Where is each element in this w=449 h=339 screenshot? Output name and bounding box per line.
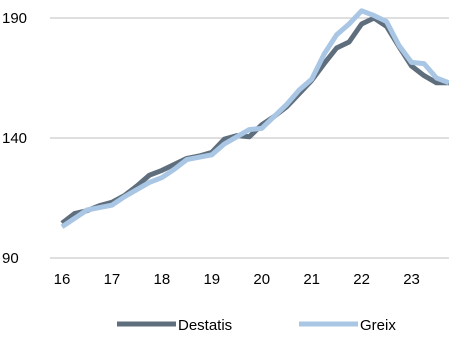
- legend-label-destatis: Destatis: [178, 317, 232, 334]
- x-axis-tick-labels: 16 17 18 19 20 21 22 23: [54, 271, 420, 288]
- y-axis-tick-labels: 90 140 190: [2, 10, 27, 267]
- x-tick-label: 21: [303, 271, 320, 288]
- y-tick-label: 90: [2, 250, 19, 267]
- series-line-destatis: [60, 15, 449, 226]
- x-tick-label: 16: [54, 271, 71, 288]
- series-lines: [60, 8, 449, 229]
- x-tick-label: 17: [104, 271, 121, 288]
- legend-label-greix: Greix: [360, 317, 396, 334]
- x-tick-label: 20: [253, 271, 270, 288]
- legend: Destatis Greix: [117, 317, 396, 334]
- x-tick-label: 19: [203, 271, 220, 288]
- x-tick-label: 18: [154, 271, 171, 288]
- y-tick-label: 190: [2, 10, 27, 27]
- x-tick-label: 22: [353, 271, 370, 288]
- x-tick-label: 23: [403, 271, 420, 288]
- series-line-greix: [60, 8, 449, 229]
- y-tick-label: 140: [2, 130, 27, 147]
